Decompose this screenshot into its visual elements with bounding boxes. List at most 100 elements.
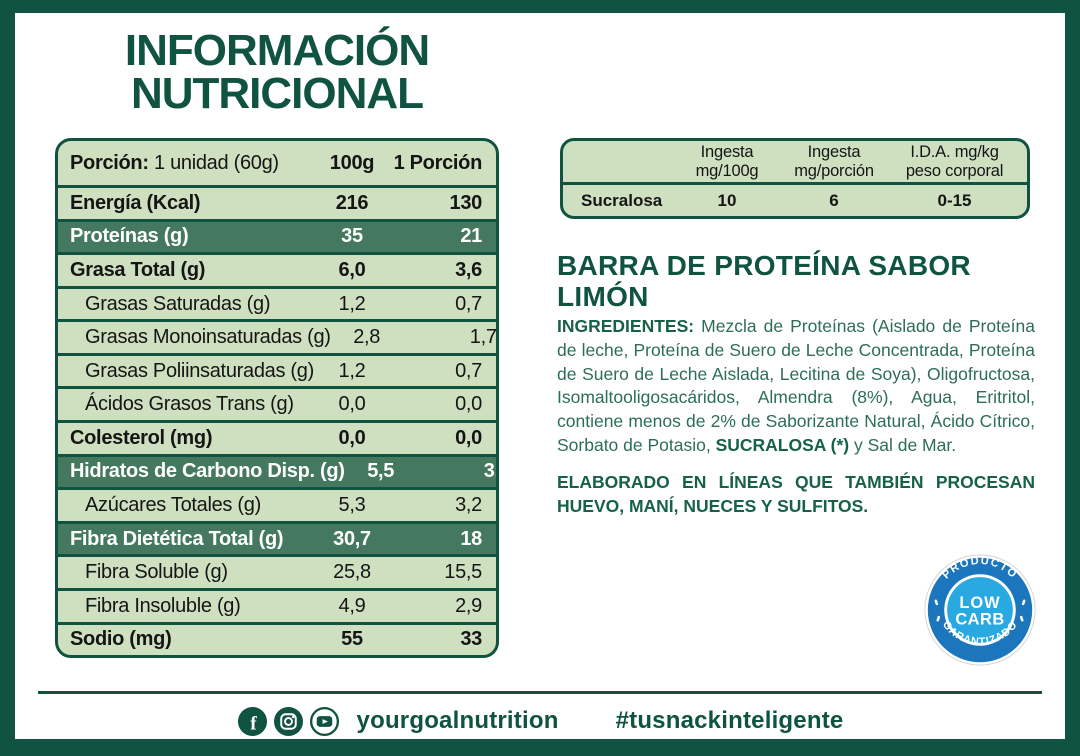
ingredients-label: INGREDIENTES: xyxy=(557,316,695,336)
badge-low-text: LOW xyxy=(959,594,1000,612)
nutrient-label: Hidratos de Carbono Disp. (g) xyxy=(70,460,345,483)
value-100g: 1,2 xyxy=(338,292,366,315)
value-portion: 21 xyxy=(460,225,482,248)
table-row: Grasas Saturadas (g) 1,2 0,7 xyxy=(58,285,496,320)
nutrition-table: Porción: 1 unidad (60g) 100g 1 Porción E… xyxy=(55,138,499,658)
label-content: INFORMACIÓN NUTRICIONAL Porción: 1 unida… xyxy=(15,13,1065,739)
ingredients-text-2: y Sal de Mar. xyxy=(849,434,957,455)
badge-inner-circle xyxy=(947,577,1013,643)
table-row: Sodio (mg) 55 33 xyxy=(58,621,496,655)
facebook-icon: f xyxy=(237,706,267,736)
header-ida: I.D.A. mg/kg peso corporal xyxy=(905,143,1004,180)
portion-info: Porción: 1 unidad (60g) xyxy=(70,152,316,175)
table-row: Grasa Total (g) 6,0 3,6 xyxy=(58,252,496,286)
nutrient-label: Grasas Saturadas (g) xyxy=(85,292,271,315)
ingredients-sucralose: SUCRALOSA (*) xyxy=(715,434,850,455)
value-100g: 30,7 xyxy=(333,527,371,550)
table-row: Grasas Monoinsaturadas (g) 2,8 1,7 xyxy=(58,319,496,353)
nutrient-label: Grasas Poliinsaturadas (g) xyxy=(85,359,314,382)
header-ingesta-100g: Ingesta mg/100g xyxy=(695,143,759,180)
nutrient-label: Fibra Soluble (g) xyxy=(85,561,228,584)
badge-tick xyxy=(1019,615,1024,622)
column-header-portion: 1 Porción xyxy=(393,151,483,174)
value-portion: 3,3 xyxy=(483,460,496,483)
facebook-glyph: f xyxy=(250,713,257,734)
value-100g: 6,0 xyxy=(338,258,366,281)
nutrient-label: Proteínas (g) xyxy=(70,225,189,248)
table-row: Colesterol (mg) 0,0 0,0 xyxy=(58,420,496,454)
value-portion: 0,7 xyxy=(455,292,482,315)
nutrition-table-header: Porción: 1 unidad (60g) 100g 1 Porción xyxy=(58,141,496,185)
value-portion: 1,7 xyxy=(469,326,497,349)
page-title-line1: INFORMACIÓN xyxy=(124,26,430,75)
sweetener-value-100g: 10 xyxy=(717,190,737,210)
value-portion: 15,5 xyxy=(444,561,482,584)
page-title: INFORMACIÓN NUTRICIONAL xyxy=(55,26,499,118)
table-row: Fibra Soluble (g) 25,8 15,5 xyxy=(58,554,496,588)
low-carb-badge: PRODUCTO GARANTIZADO LOW CARB xyxy=(924,554,1036,666)
value-100g: 0,0 xyxy=(338,426,366,449)
value-100g: 216 xyxy=(335,191,369,214)
nutrient-label: Fibra Insoluble (g) xyxy=(85,594,241,617)
value-portion: 0,0 xyxy=(455,393,482,416)
table-row: Hidratos de Carbono Disp. (g) 5,5 3,3 xyxy=(58,453,496,488)
table-row: Fibra Insoluble (g) 4,9 2,9 xyxy=(58,587,496,622)
youtube-icon xyxy=(309,706,339,736)
ingredients-block: INGREDIENTES: Mezcla de Proteínas (Aisla… xyxy=(557,315,1035,518)
badge-tick xyxy=(934,599,939,606)
nutrient-label: Grasa Total (g) xyxy=(70,258,206,281)
table-row: Energía (Kcal) 216 130 xyxy=(58,185,496,219)
nutrient-label: Ácidos Grasos Trans (g) xyxy=(85,393,294,416)
sweetener-value-ida: 0-15 xyxy=(937,190,972,210)
badge-tick xyxy=(936,615,941,622)
value-100g: 25,8 xyxy=(333,561,371,584)
table-row: Ácidos Grasos Trans (g) 0,0 0,0 xyxy=(58,386,496,420)
value-100g: 55 xyxy=(341,628,363,651)
value-100g: 5,3 xyxy=(338,493,366,516)
nutrient-label: Azúcares Totales (g) xyxy=(85,493,261,516)
ingredients-paragraph: INGREDIENTES: Mezcla de Proteínas (Aisla… xyxy=(557,315,1035,458)
nutrient-label: Grasas Monoinsaturadas (g) xyxy=(85,326,331,349)
value-portion: 3,6 xyxy=(455,258,482,281)
social-handle: yourgoalnutrition xyxy=(356,707,559,734)
social-icons: f xyxy=(237,706,340,737)
footer: f yourgoalnutrition #tusnackinteligente xyxy=(15,701,1065,741)
value-portion: 0,7 xyxy=(455,359,482,382)
value-portion: 33 xyxy=(460,628,482,651)
value-100g: 4,9 xyxy=(338,594,366,617)
instagram-icon xyxy=(273,706,303,736)
sweetener-name: Sucralosa xyxy=(581,190,663,210)
table-row: Fibra Dietética Total (g) 30,7 18 xyxy=(58,520,496,555)
sweetener-table-header: Ingesta mg/100g Ingesta mg/porción I.D.A… xyxy=(563,141,1027,185)
table-row: Grasas Poliinsaturadas (g) 1,2 0,7 xyxy=(58,352,496,387)
sweetener-row: Sucralosa 10 6 0-15 xyxy=(563,185,1027,216)
hashtag: #tusnackinteligente xyxy=(615,707,844,734)
nutrient-label: Energía (Kcal) xyxy=(70,191,201,214)
sweetener-table: Ingesta mg/100g Ingesta mg/porción I.D.A… xyxy=(560,138,1030,219)
value-100g: 5,5 xyxy=(367,460,395,483)
portion-value: 1 unidad (60g) xyxy=(153,151,279,174)
nutrient-label: Sodio (mg) xyxy=(70,628,172,651)
allergen-statement: ELABORADO EN LÍNEAS QUE TAMBIÉN PROCESAN… xyxy=(557,471,1035,516)
sweetener-value-porcion: 6 xyxy=(829,190,839,210)
nutrient-label: Fibra Dietética Total (g) xyxy=(70,527,284,550)
value-portion: 130 xyxy=(449,191,483,214)
nutrient-label: Colesterol (mg) xyxy=(70,426,213,449)
column-header-100g: 100g xyxy=(329,151,375,174)
value-100g: 0,0 xyxy=(338,393,366,416)
badge-carb-text: CARB xyxy=(955,611,1004,629)
table-row: Proteínas (g) 35 21 xyxy=(58,218,496,253)
value-100g: 1,2 xyxy=(338,359,366,382)
header-ingesta-porcion: Ingesta mg/porción xyxy=(794,143,874,180)
table-row: Azúcares Totales (g) 5,3 3,2 xyxy=(58,487,496,521)
value-portion: 0,0 xyxy=(455,426,482,449)
ingredients-text-1: Mezcla de Proteínas (Aislado de Proteína… xyxy=(557,316,1035,455)
badge-tick xyxy=(1021,599,1026,606)
value-100g: 2,8 xyxy=(353,326,381,349)
value-100g: 35 xyxy=(341,225,363,248)
footer-divider xyxy=(38,691,1042,694)
portion-label: Porción: xyxy=(70,151,149,174)
value-portion: 3,2 xyxy=(455,493,482,516)
page-title-line2: NUTRICIONAL xyxy=(130,69,424,118)
